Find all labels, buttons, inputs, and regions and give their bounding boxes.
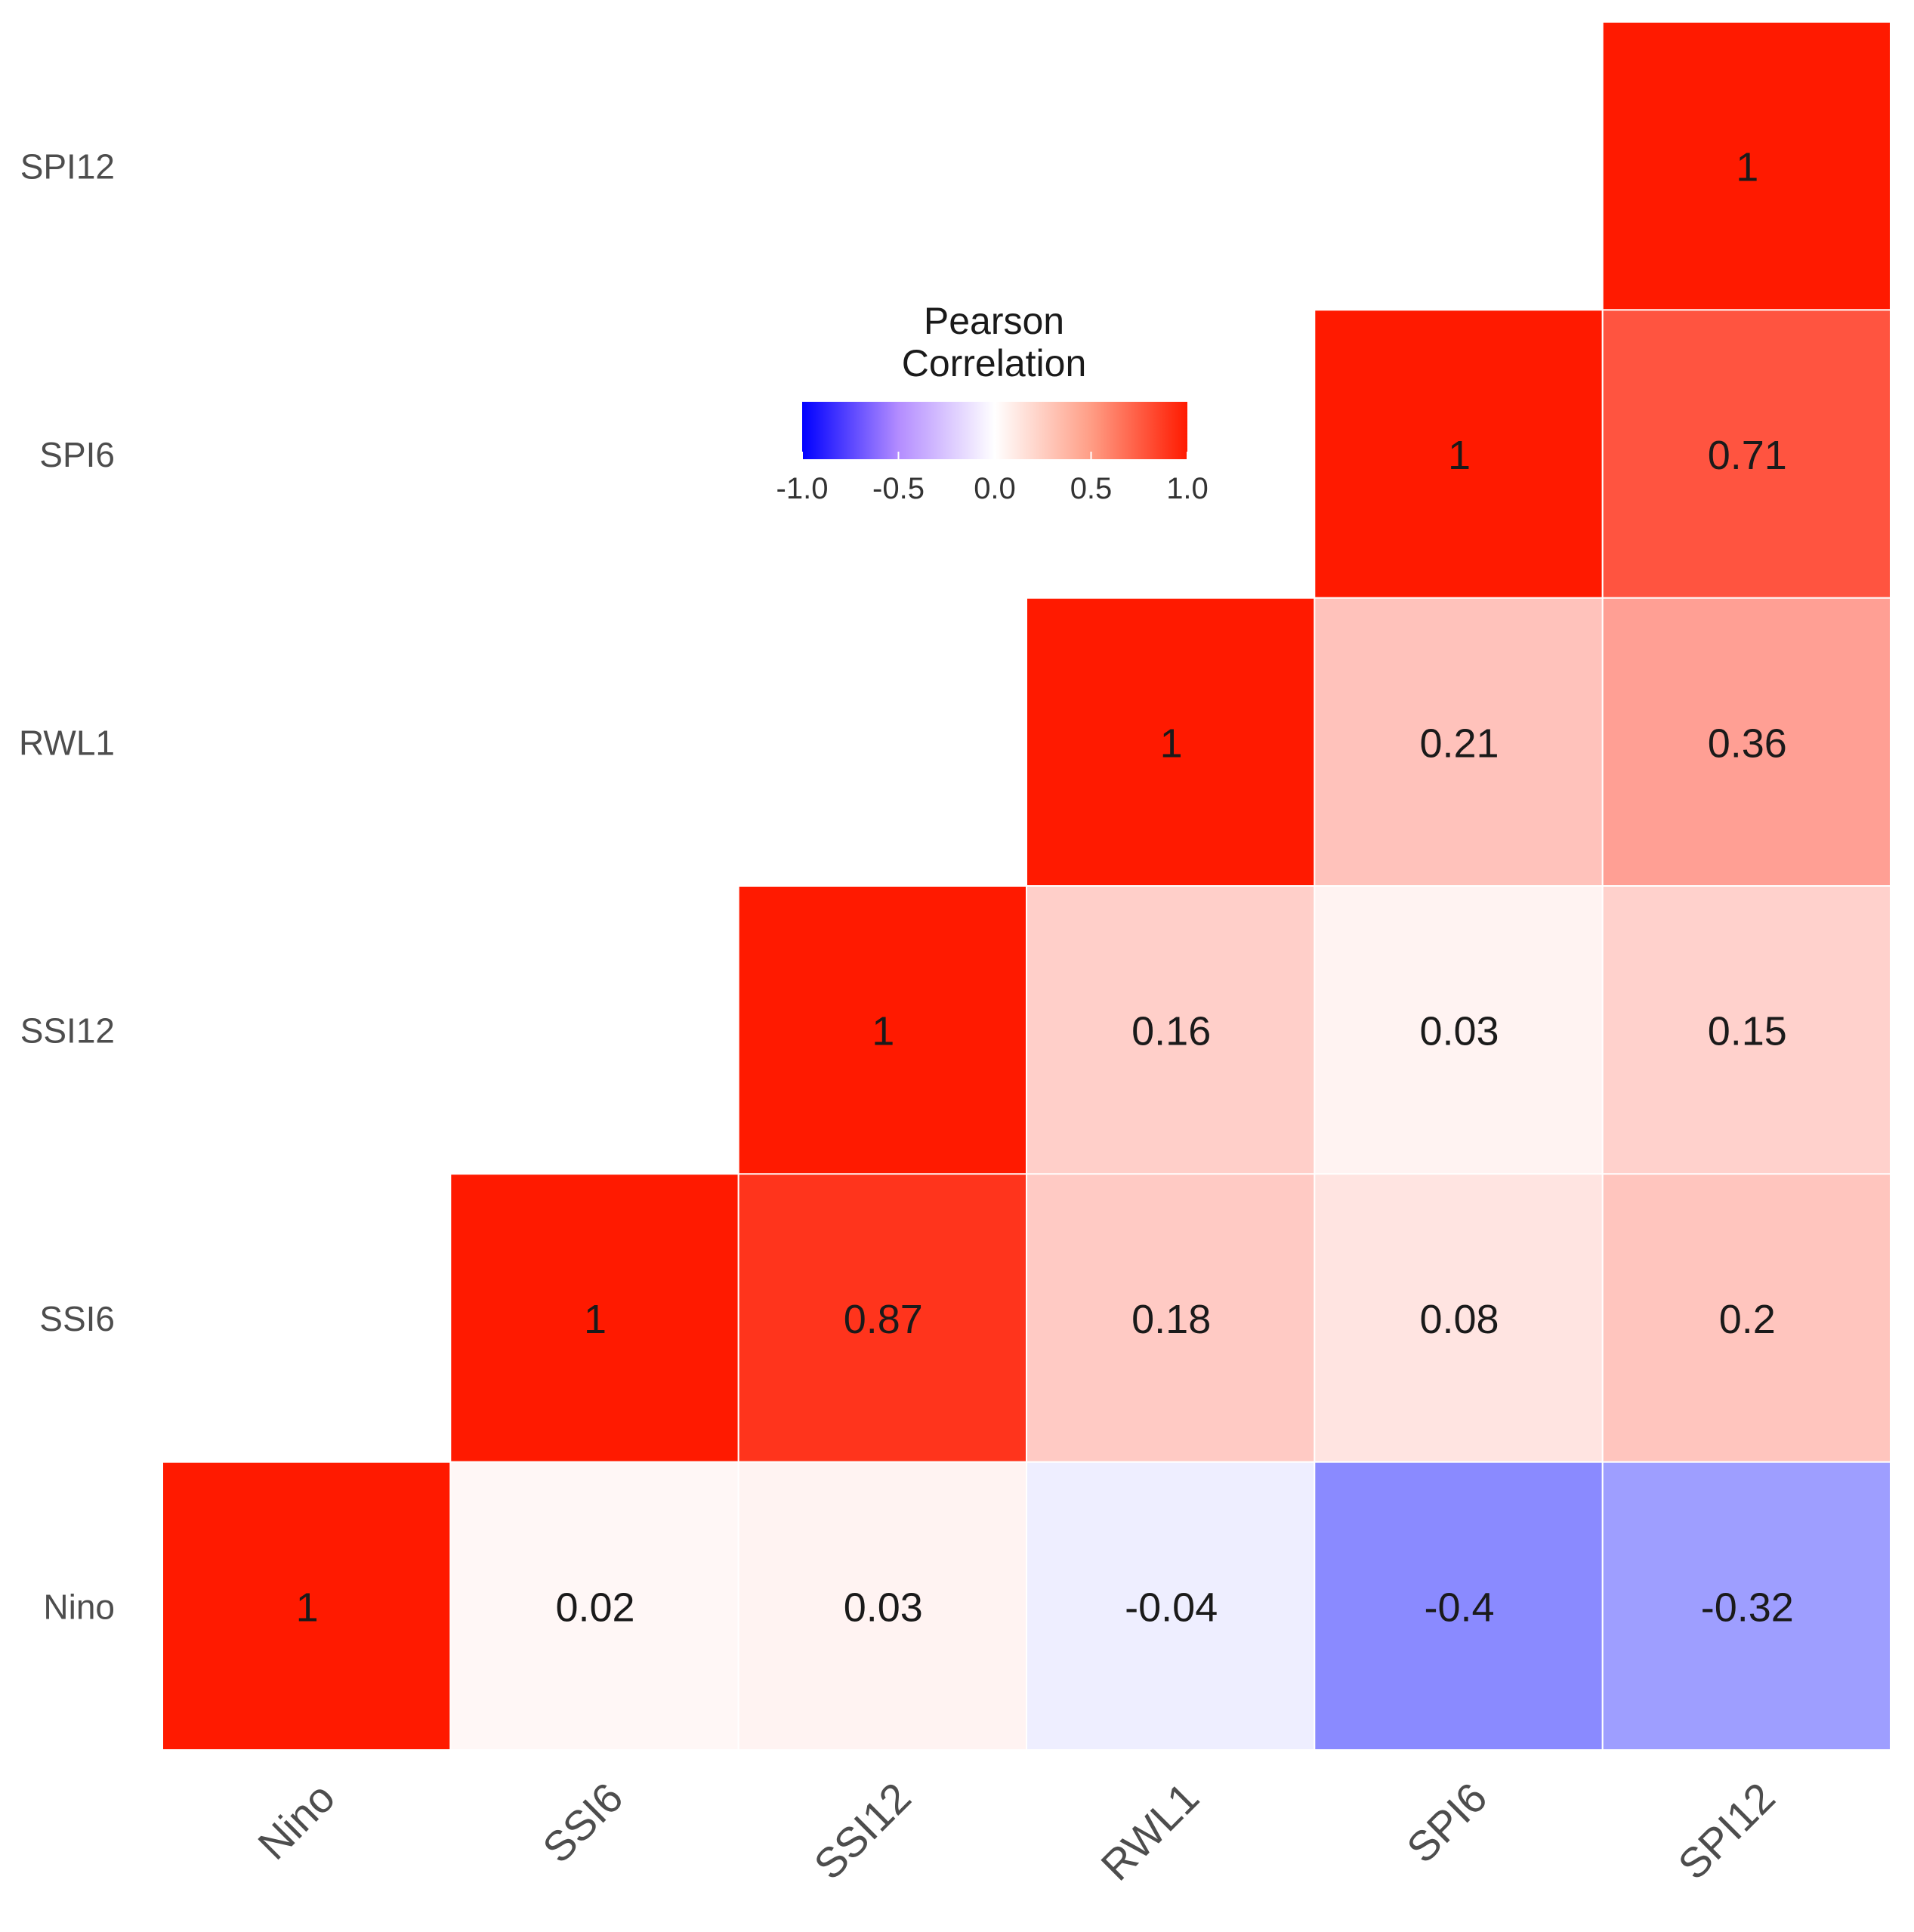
legend-tick-label: 0.5 (1070, 472, 1113, 505)
heatmap-cell-rwl1-rwl1 (1027, 598, 1314, 885)
y-tick-label: SPI6 (39, 435, 115, 474)
heatmap-cell-rwl1-spi12 (1603, 598, 1890, 885)
cell-value-label: 0.15 (1708, 1009, 1787, 1054)
legend-tick-label: 1.0 (1166, 472, 1209, 505)
y-tick-label: SPI12 (20, 147, 115, 187)
cell-value-label: 0.02 (555, 1585, 634, 1630)
heatmap-cell-spi6-spi12 (1603, 310, 1890, 597)
color-legend: Pearson Correlation -1.0 -0.5 0.0 0.5 1.0 (776, 300, 1209, 505)
heatmap-cell-ssi6-ssi12 (739, 1174, 1026, 1461)
y-axis-labels: Nino SSI6 SSI12 RWL1 SPI6 SPI12 (19, 147, 115, 1627)
legend-tick-label: -0.5 (872, 472, 925, 505)
cell-value-label: 0.16 (1131, 1009, 1211, 1054)
legend-colorbar (802, 402, 1187, 459)
heatmap-cell-nino-spi6 (1315, 1462, 1602, 1749)
cell-value-label: 0.2 (1719, 1297, 1776, 1342)
y-tick-label: SSI6 (39, 1299, 115, 1338)
legend-title-line2: Correlation (902, 342, 1087, 384)
heatmap-cell-ssi6-spi12 (1603, 1174, 1890, 1461)
y-tick-label: SSI12 (20, 1011, 115, 1051)
cell-value-label: -0.4 (1424, 1585, 1494, 1630)
cell-value-label: 1 (1736, 145, 1758, 190)
cell-value-label: 0.08 (1419, 1297, 1499, 1342)
legend-tick-label: -1.0 (776, 472, 829, 505)
heatmap-cell-nino-ssi12 (739, 1462, 1026, 1749)
heatmap-cell-ssi12-spi12 (1603, 887, 1890, 1174)
heatmap-cell-ssi12-rwl1 (1027, 887, 1314, 1174)
cell-value-label: 0.18 (1131, 1297, 1211, 1342)
cell-value-label: 0.03 (844, 1585, 923, 1630)
y-tick-label: RWL1 (19, 723, 115, 762)
cell-value-label: 0.36 (1708, 721, 1787, 766)
cell-value-label: 1 (872, 1009, 894, 1054)
legend-tick-label: 0.0 (974, 472, 1016, 505)
cell-value-label: 1 (1448, 433, 1471, 478)
heatmap-cell-rwl1-spi6 (1315, 598, 1602, 885)
heatmap-cell-nino-spi12 (1603, 1462, 1890, 1749)
cell-value-label: 1 (1160, 721, 1183, 766)
heatmap-cell-nino-ssi6 (451, 1462, 738, 1749)
cell-value-label: 0.03 (1419, 1009, 1499, 1054)
y-tick-label: Nino (43, 1587, 115, 1626)
cell-value-label: 0.21 (1419, 721, 1499, 766)
heatmap-cell-spi6-spi6 (1315, 310, 1602, 597)
heatmap-cell-ssi12-ssi12 (739, 887, 1026, 1174)
cell-value-label: 1 (584, 1297, 607, 1342)
legend-title-line1: Pearson (924, 300, 1064, 342)
cell-value-label: -0.04 (1125, 1585, 1218, 1630)
cell-value-label: 1 (296, 1585, 319, 1630)
heatmap-cells: 1 0.02 0.03 -0.04 -0.4 -0.321 0.87 0.18 0.08 0.21… (163, 23, 1890, 1749)
heatmap-cell-spi12-spi12 (1603, 23, 1890, 310)
heatmap-cell-ssi6-rwl1 (1027, 1174, 1314, 1461)
heatmap-cell-ssi6-ssi6 (451, 1174, 738, 1461)
legend-ticks: -1.0 -0.5 0.0 0.5 1.0 (776, 452, 1209, 505)
cell-value-label: -0.32 (1701, 1585, 1794, 1630)
heatmap-cell-nino-nino (163, 1462, 450, 1749)
heatmap-cell-ssi12-spi6 (1315, 887, 1602, 1174)
cell-value-label: 0.71 (1708, 433, 1787, 478)
heatmap-cell-ssi6-spi6 (1315, 1174, 1602, 1461)
heatmap-cell-nino-rwl1 (1027, 1462, 1314, 1749)
cell-value-label: 0.87 (844, 1297, 923, 1342)
